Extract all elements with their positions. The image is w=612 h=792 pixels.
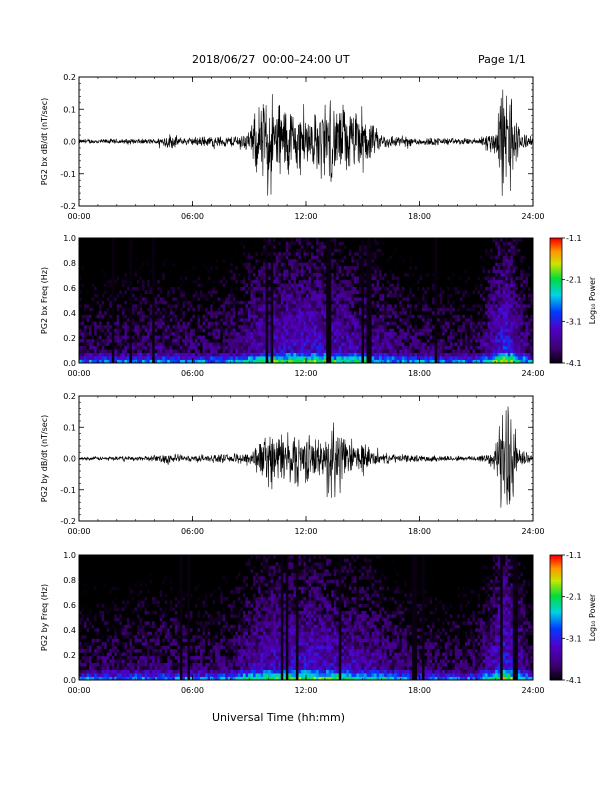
y-tick-label: 0.8: [63, 259, 76, 268]
x-tick-label: 00:00: [67, 369, 90, 378]
colorbar-tick-label: -3.1: [566, 317, 582, 326]
y-tick-label: 0.6: [63, 284, 76, 293]
panel-1: -0.2 -0.1 0.0 0.1 0.2 00:00 06:00 12:00 18:00 24:…: [40, 73, 545, 221]
y-tick-label: 0.2: [63, 651, 76, 660]
y-tick-label: 0.4: [63, 626, 76, 635]
y-axis-label: PG2 by Freq (Hz): [40, 584, 49, 651]
y-tick-label: 0.1: [63, 105, 76, 114]
y-tick-label: -0.2: [60, 517, 76, 526]
x-tick-label: 24:00: [521, 212, 544, 221]
x-tick-label: 06:00: [181, 686, 204, 695]
x-tick-label: 18:00: [408, 686, 431, 695]
x-tick-label: 06:00: [181, 369, 204, 378]
y-tick-label: 0.2: [63, 73, 76, 82]
x-tick-label: 12:00: [294, 369, 317, 378]
colorbar-label: Log₁₀ Power: [588, 276, 597, 324]
colorbar-tick-label: -4.1: [566, 359, 582, 368]
x-axis-title: Universal Time (hh:mm): [212, 711, 345, 724]
y-axis-label: PG2 bx dB/dt (nT/sec): [40, 98, 49, 185]
x-tick-label: 00:00: [67, 212, 90, 221]
x-tick-label: 06:00: [181, 527, 204, 536]
spectrogram-cells: [79, 238, 533, 363]
colorbar-tick-label: -3.1: [566, 634, 582, 643]
x-tick-label: 24:00: [521, 686, 544, 695]
x-tick-label: 12:00: [294, 527, 317, 536]
y-tick-label: -0.2: [60, 202, 76, 211]
colorbar-tick-label: -2.1: [566, 593, 582, 602]
spectrogram-cells: [79, 555, 533, 680]
panel-4: -1.1 -2.1 -3.1 -4.1 Log₁₀ Power 0.0 0.2 0.4 0.6 0…: [40, 551, 597, 695]
x-tick-label: 24:00: [521, 369, 544, 378]
x-tick-label: 00:00: [67, 527, 90, 536]
x-tick-label: 24:00: [521, 527, 544, 536]
y-tick-label: 0.8: [63, 576, 76, 585]
y-axis-label: PG2 by dB/dt (nT/sec): [40, 415, 49, 502]
y-tick-label: 1.0: [63, 234, 76, 243]
x-tick-label: 18:00: [408, 527, 431, 536]
y-tick-label: 0.6: [63, 601, 76, 610]
y-tick-label: 0.0: [63, 676, 76, 685]
x-tick-label: 12:00: [294, 212, 317, 221]
x-tick-label: 12:00: [294, 686, 317, 695]
y-axis-label: PG2 bx Freq (Hz): [40, 267, 49, 334]
colorbar-tick-label: -4.1: [566, 676, 582, 685]
series-trace: [79, 90, 533, 196]
y-tick-label: 0.0: [63, 455, 76, 464]
y-tick-label: -0.1: [60, 486, 76, 495]
colorbar-tick-label: -1.1: [566, 234, 582, 243]
colorbar-label: Log₁₀ Power: [588, 593, 597, 641]
y-tick-label: 0.0: [63, 359, 76, 368]
series-trace: [79, 407, 533, 508]
colorbar: -1.1 -2.1 -3.1 -4.1 Log₁₀ Power: [550, 551, 597, 685]
x-tick-label: 18:00: [408, 212, 431, 221]
x-tick-label: 06:00: [181, 212, 204, 221]
y-tick-label: 0.1: [63, 423, 76, 432]
y-tick-label: 0.2: [63, 392, 76, 401]
y-tick-label: 0.0: [63, 138, 76, 147]
panel-2: -1.1 -2.1 -3.1 -4.1 Log₁₀ Power 0.0 0.2 0.4 0.6 0…: [40, 234, 597, 378]
colorbar-tick-label: -1.1: [566, 551, 582, 560]
x-tick-label: 18:00: [408, 369, 431, 378]
y-tick-label: 0.4: [63, 309, 76, 318]
colorbar-tick-label: -2.1: [566, 276, 582, 285]
y-tick-label: 0.2: [63, 334, 76, 343]
panel-3: -0.2 -0.1 0.0 0.1 0.2 00:00 06:00 12:00 18:00 24:…: [40, 392, 545, 536]
y-tick-label: -0.1: [60, 170, 76, 179]
x-tick-label: 00:00: [67, 686, 90, 695]
y-tick-label: 1.0: [63, 551, 76, 560]
colorbar: -1.1 -2.1 -3.1 -4.1 Log₁₀ Power: [550, 234, 597, 368]
